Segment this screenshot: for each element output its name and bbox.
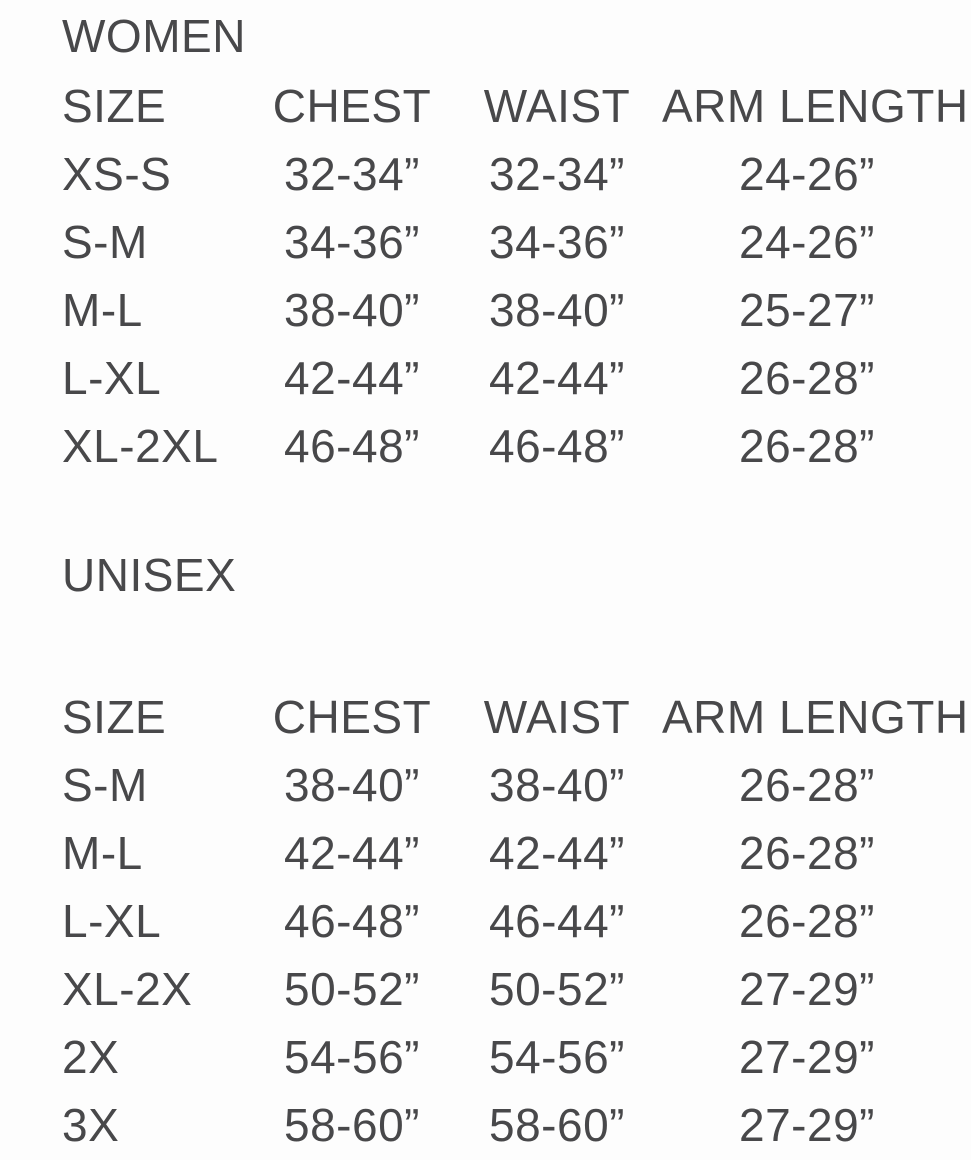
size-label-cell: M-L [62, 284, 143, 336]
size-label-cell: 2X [62, 1031, 120, 1083]
measurement-cell: 42-44” [489, 352, 625, 404]
size-label-cell: L-XL [62, 895, 162, 947]
measurement-cell: 26-28” [739, 895, 875, 947]
measurement-cell: 42-44” [489, 827, 625, 879]
measurement-cell: 38-40” [489, 284, 625, 336]
measurement-cell: 34-36” [284, 216, 420, 268]
column-header: SIZE [62, 691, 167, 743]
measurement-cell: 34-36” [489, 216, 625, 268]
measurement-cell: 38-40” [284, 284, 420, 336]
measurement-cell: 54-56” [284, 1031, 420, 1083]
measurement-cell: 26-28” [739, 827, 875, 879]
measurement-cell: 46-48” [284, 420, 420, 472]
column-header: CHEST [272, 80, 432, 132]
size-label-cell: S-M [62, 216, 148, 268]
column-header: WAIST [483, 691, 631, 743]
measurement-cell: 26-28” [739, 420, 875, 472]
column-header: ARM LENGTH [662, 691, 969, 743]
size-label-cell: 3X [62, 1099, 120, 1151]
measurement-cell: 26-28” [739, 352, 875, 404]
measurement-cell: 50-52” [284, 963, 420, 1015]
column-header: SIZE [62, 80, 167, 132]
size-label-cell: XL-2XL [62, 420, 219, 472]
measurement-cell: 27-29” [739, 963, 875, 1015]
women-section-title: WOMEN [62, 10, 246, 62]
measurement-cell: 26-28” [739, 759, 875, 811]
measurement-cell: 24-26” [739, 148, 875, 200]
column-header: CHEST [272, 691, 432, 743]
measurement-cell: 58-60” [489, 1099, 625, 1151]
measurement-cell: 58-60” [284, 1099, 420, 1151]
measurement-cell: 46-48” [489, 420, 625, 472]
column-header: WAIST [483, 80, 631, 132]
measurement-cell: 42-44” [284, 827, 420, 879]
size-label-cell: XS-S [62, 148, 172, 200]
measurement-cell: 25-27” [739, 284, 875, 336]
measurement-cell: 46-44” [489, 895, 625, 947]
unisex-size-table: SIZE CHEST WAIST ARM LENGTH S-M 38-40” 38-40” 2… [62, 683, 969, 1159]
women-size-table: SIZE CHEST WAIST ARM LENGTH XS-S 32-34” 32-34”… [62, 72, 969, 480]
measurement-cell: 32-34” [284, 148, 420, 200]
size-label-cell: XL-2X [62, 963, 193, 1015]
measurement-cell: 27-29” [739, 1031, 875, 1083]
column-header: ARM LENGTH [662, 80, 969, 132]
size-label-cell: M-L [62, 827, 143, 879]
measurement-cell: 38-40” [284, 759, 420, 811]
measurement-cell: 42-44” [284, 352, 420, 404]
size-label-cell: S-M [62, 759, 148, 811]
measurement-cell: 38-40” [489, 759, 625, 811]
measurement-cell: 50-52” [489, 963, 625, 1015]
size-label-cell: L-XL [62, 352, 162, 404]
unisex-section-title: UNISEX [62, 549, 237, 601]
measurement-cell: 32-34” [489, 148, 625, 200]
measurement-cell: 27-29” [739, 1099, 875, 1151]
measurement-cell: 54-56” [489, 1031, 625, 1083]
measurement-cell: 46-48” [284, 895, 420, 947]
measurement-cell: 24-26” [739, 216, 875, 268]
